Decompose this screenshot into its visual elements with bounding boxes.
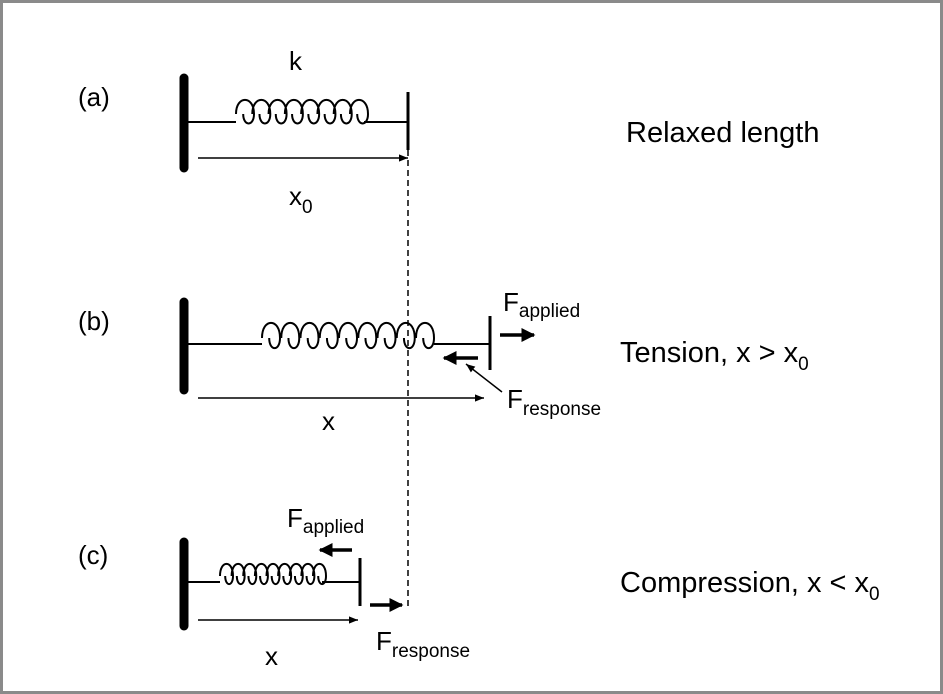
panel-b-tag: (b) [78,306,110,336]
response-force-label-c: Fresponse [376,626,470,662]
applied-force-label-b: Fapplied [503,287,580,322]
compressed-length-label: x [265,641,278,671]
relaxed-length-label: x0 [289,181,313,218]
panel-c-tag: (c) [78,540,108,570]
response-force-label-b: Fresponse [507,384,601,420]
caption-tension: Tension, x > x0 [620,337,809,375]
stretched-length-label: x [322,406,335,436]
panel-b: (b) Fapplied Fresponse x Tension, x > x0 [78,287,809,436]
spring-coil-a [232,98,370,125]
spring-coil-b [240,321,436,350]
panel-a: (a) k x0 Relaxed length [78,46,819,218]
caption-relaxed: Relaxed length [626,117,819,149]
spring-coil-c [216,562,328,586]
applied-force-label-c: Fapplied [287,503,364,538]
response-pointer-b [465,363,503,393]
panel-a-tag: (a) [78,82,110,112]
spring-constant-label: k [289,46,303,76]
caption-compression: Compression, x < x0 [620,567,880,605]
panel-c: (c) Fapplied Fresponse x Compression, x … [78,503,880,671]
